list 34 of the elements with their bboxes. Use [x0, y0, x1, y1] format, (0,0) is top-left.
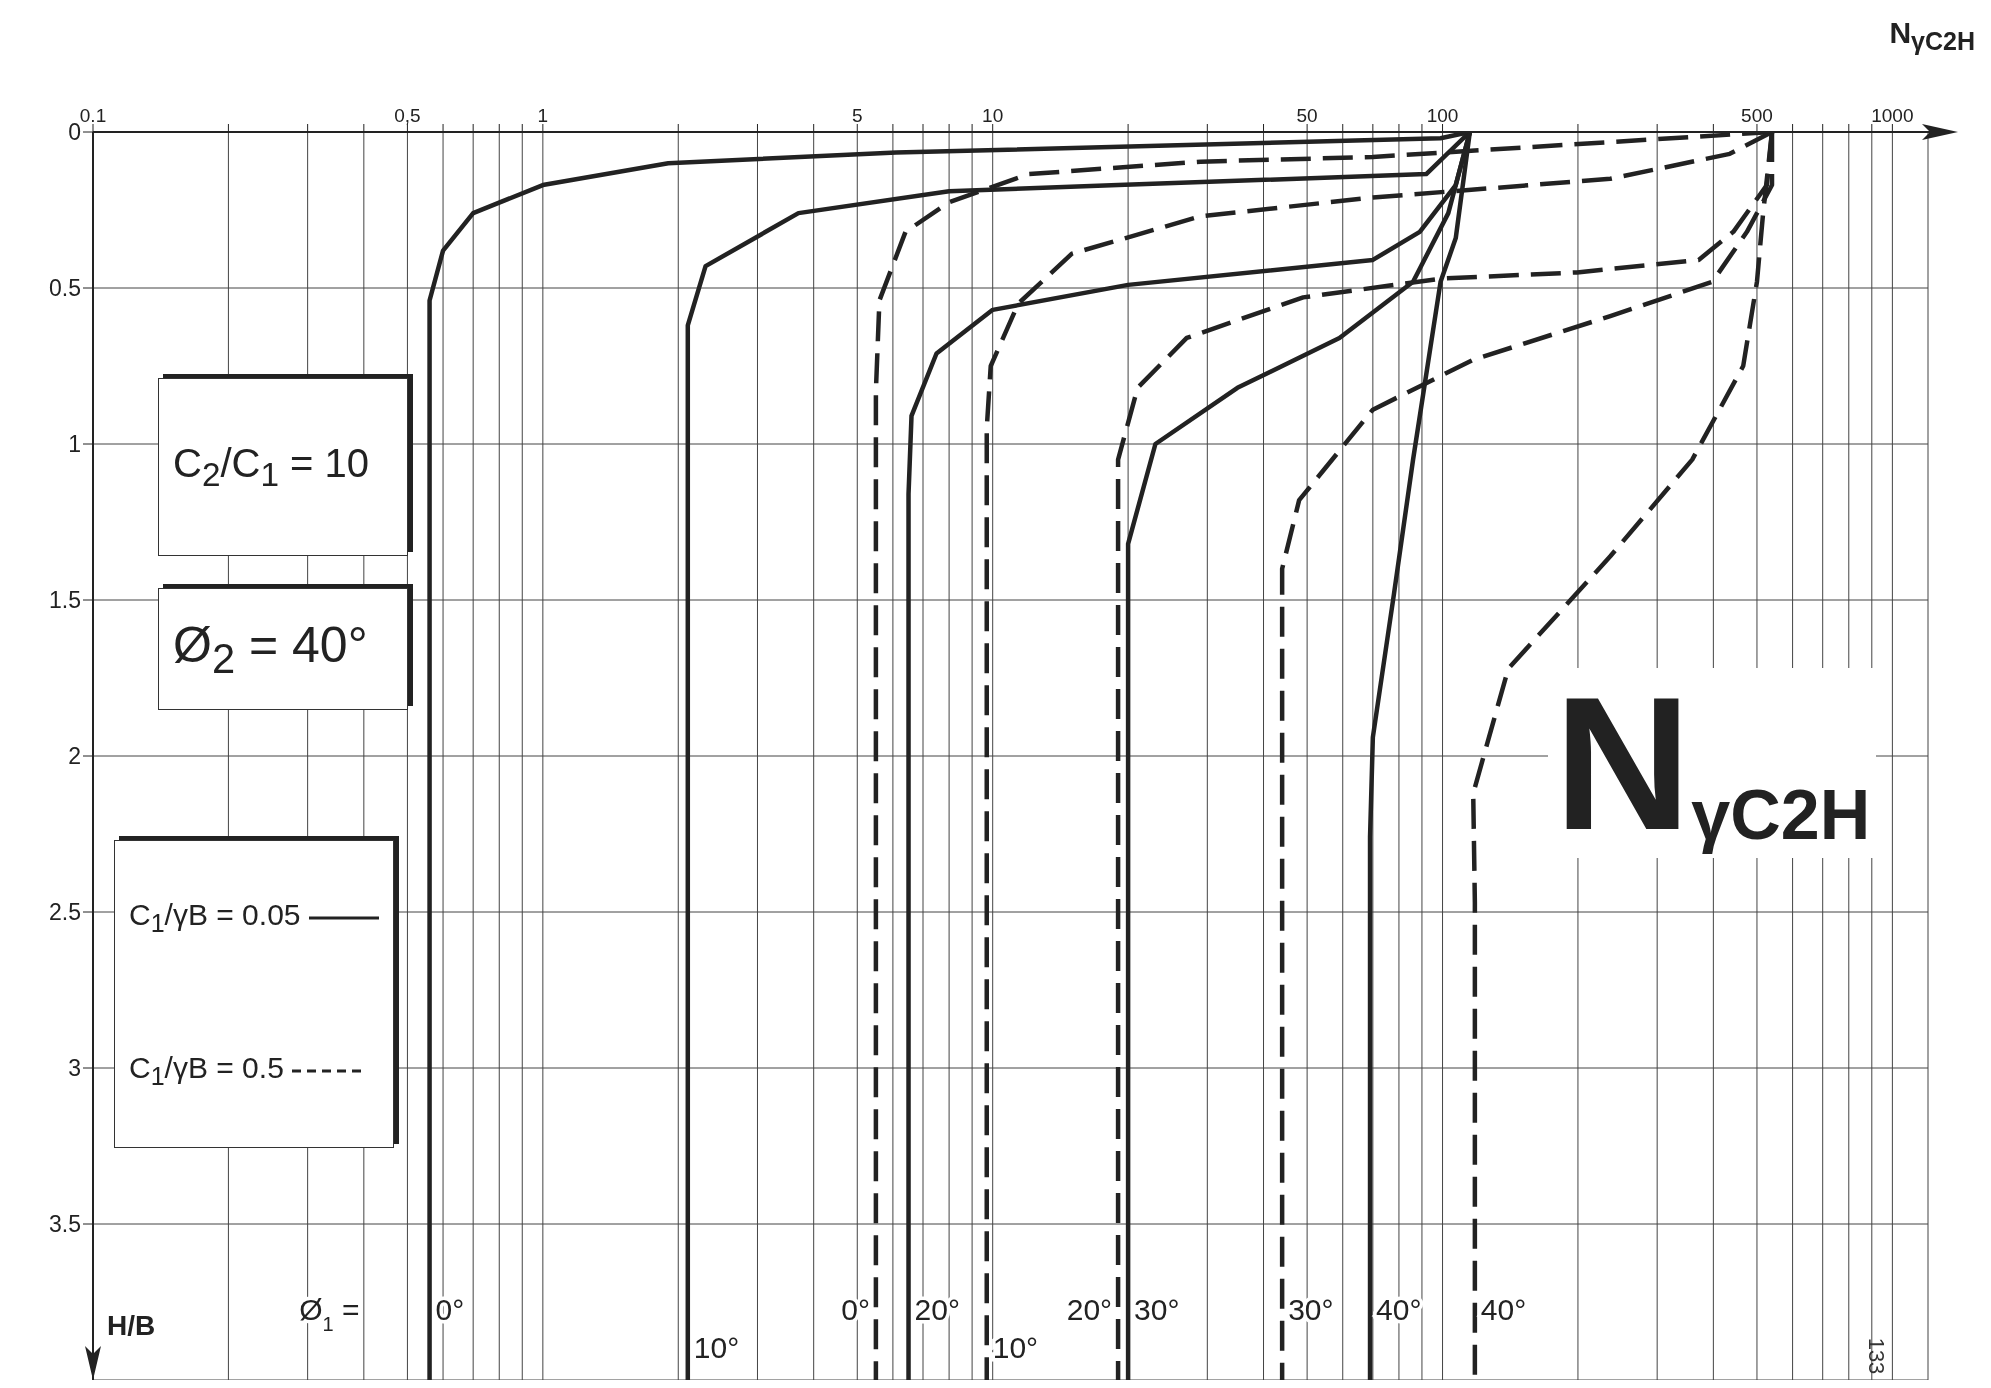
text: N$_{γC2H}$ — [1553, 657, 1872, 869]
series-label: 40° — [1376, 1293, 1422, 1326]
y-tick-label: 1.5 — [49, 587, 81, 614]
annotation: Ø$_{2}$ = 40° — [173, 615, 369, 683]
x-tick-label: 0.1 — [79, 105, 107, 126]
x-axis-title: N$_{γC2H}$ — [1889, 16, 1975, 56]
x-tick-label: 1 — [537, 105, 549, 126]
y-tick-label: 0.5 — [49, 275, 81, 302]
x-tick-label: 0,5 — [394, 105, 421, 126]
y-tick-label: 0 — [68, 119, 81, 146]
y-tick-label: 1 — [68, 431, 81, 458]
y-tick-label: 2.5 — [49, 899, 81, 926]
x-tick-label: 50 — [1296, 105, 1318, 126]
y-axis-title: H/B — [107, 1310, 156, 1342]
x-tick-label: 5 — [851, 105, 863, 126]
y-tick-label: 3.5 — [49, 1211, 81, 1238]
series-label: 20° — [1066, 1293, 1113, 1326]
series-label: 10° — [992, 1331, 1039, 1364]
series-label: 20° — [914, 1293, 960, 1326]
y-tick-label: 2 — [68, 743, 81, 770]
x-tick-label: 500 — [1741, 105, 1773, 126]
series-label: 0° — [435, 1293, 465, 1326]
series-label: 10° — [693, 1331, 740, 1364]
annotation: C$_{2}$/C$_{1}$ = 10 — [173, 440, 371, 494]
annotation: 133 — [1863, 1337, 1890, 1375]
annotation: C$_{1}$/γB = 0.5 — [129, 1050, 284, 1091]
x-tick-label: 1000 — [1871, 105, 1914, 126]
series-label: 40° — [1480, 1293, 1527, 1326]
y-tick-label: 3 — [68, 1055, 81, 1082]
series-label: 30° — [1134, 1293, 1180, 1326]
annotation: C$_{1}$/γB = 0.05 — [129, 897, 301, 938]
x-tick-label: 100 — [1426, 105, 1459, 126]
series-label: 30° — [1288, 1293, 1334, 1326]
x-tick-label: 10 — [982, 105, 1004, 126]
